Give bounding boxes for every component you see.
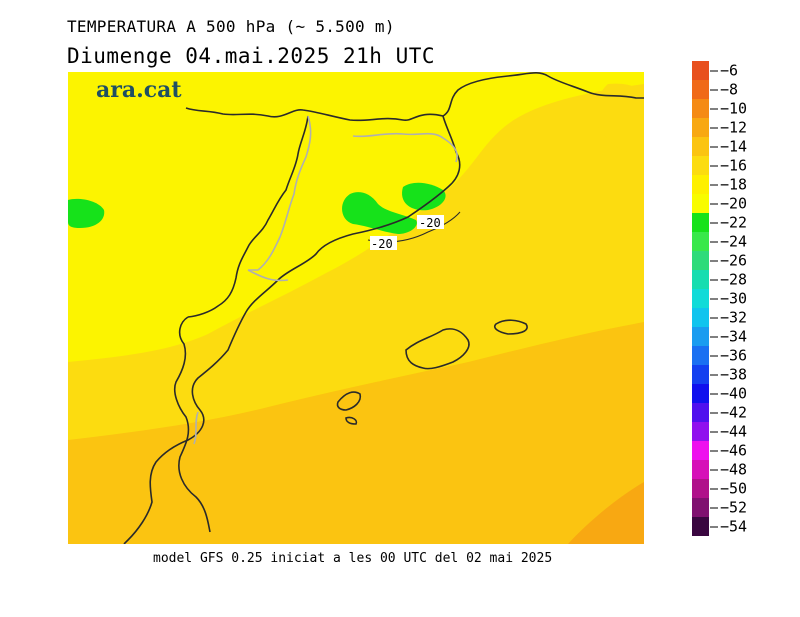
- colorbar-label: −20: [709, 194, 747, 213]
- colorbar-cell: [692, 308, 709, 327]
- internal-borders: [193, 115, 458, 445]
- colorbar-label: −42: [709, 403, 747, 422]
- island-menorca: [493, 319, 528, 335]
- colorbar-cell: [692, 346, 709, 365]
- island-formentera: [345, 416, 358, 425]
- colorbar-cell: [692, 498, 709, 517]
- colorbar-label: −16: [709, 156, 747, 175]
- colorbar-label: −22: [709, 213, 747, 232]
- colorbar-cell: [692, 403, 709, 422]
- colorbar-cell: [692, 61, 709, 80]
- colorbar-label: −48: [709, 460, 747, 479]
- colorbar-label: −54: [709, 517, 747, 536]
- cold-pool-center: [342, 192, 417, 234]
- map-subtitle-date: Diumenge 04.mai.2025 21h UTC: [67, 44, 436, 68]
- cold-pool-west: [68, 198, 105, 228]
- colorbar-label: −14: [709, 137, 747, 156]
- island-mallorca: [405, 328, 470, 370]
- colorbar-cell: [692, 99, 709, 118]
- colorbar-cell: [692, 137, 709, 156]
- colorbar-label: −52: [709, 498, 747, 517]
- colorbar-label: −32: [709, 308, 747, 327]
- colorbar-cell: [692, 327, 709, 346]
- colorbar-label: −34: [709, 327, 747, 346]
- colorbar-label: −8: [709, 80, 738, 99]
- colorbar-label: −24: [709, 232, 747, 251]
- colorbar-cell: [692, 118, 709, 137]
- colorbar-cell: [692, 232, 709, 251]
- colorbar-label: −12: [709, 118, 747, 137]
- colorbar-cell: [692, 441, 709, 460]
- contour-label-2: -20: [371, 237, 393, 251]
- colorbar-cell: [692, 460, 709, 479]
- colorbar-label: −46: [709, 441, 747, 460]
- colorbar-cell: [692, 270, 709, 289]
- coastline-borders: [123, 72, 644, 544]
- cold-pool-east: [402, 182, 446, 211]
- contour-label-1: -20: [419, 216, 441, 230]
- island-ibiza: [336, 391, 362, 411]
- colorbar-label: −28: [709, 270, 747, 289]
- colorbar-label: −10: [709, 99, 747, 118]
- colorbar-cell: [692, 80, 709, 99]
- colorbar-cell: [692, 365, 709, 384]
- colorbar-label: −18: [709, 175, 747, 194]
- colorbar-cell: [692, 479, 709, 498]
- balearic-islands: [336, 319, 528, 425]
- colorbar-label: −6: [709, 61, 738, 80]
- temperature-map: -20 -20: [68, 72, 644, 544]
- colorbar-label: −38: [709, 365, 747, 384]
- colorbar-label: −44: [709, 422, 747, 441]
- contour-label-group-2: -20: [370, 236, 397, 251]
- model-footer: model GFS 0.25 iniciat a les 00 UTC del …: [153, 551, 553, 566]
- colorbar-cell: [692, 251, 709, 270]
- colorbar-cell: [692, 175, 709, 194]
- colorbar-label: −30: [709, 289, 747, 308]
- map-title: TEMPERATURA A 500 hPa (~ 5.500 m): [67, 17, 395, 36]
- colorbar-cell: [692, 156, 709, 175]
- colorbar: [692, 61, 709, 536]
- field-band-16: [68, 322, 644, 544]
- colorbar-cell: [692, 213, 709, 232]
- map-svg: -20 -20: [68, 72, 644, 544]
- colorbar-cell: [692, 517, 709, 536]
- field-patch-topright: [596, 83, 644, 153]
- colorbar-cell: [692, 384, 709, 403]
- colorbar-label: −50: [709, 479, 747, 498]
- colorbar-cell: [692, 194, 709, 213]
- field-band-18: [68, 84, 644, 442]
- colorbar-cell: [692, 422, 709, 441]
- colorbar-label: −26: [709, 251, 747, 270]
- brand-logo-text: ara.cat: [96, 77, 182, 103]
- colorbar-label: −36: [709, 346, 747, 365]
- field-band-14: [568, 482, 644, 544]
- colorbar-cell: [692, 289, 709, 308]
- colorbar-label: −40: [709, 384, 747, 403]
- contour-label-group-1: -20: [417, 215, 444, 230]
